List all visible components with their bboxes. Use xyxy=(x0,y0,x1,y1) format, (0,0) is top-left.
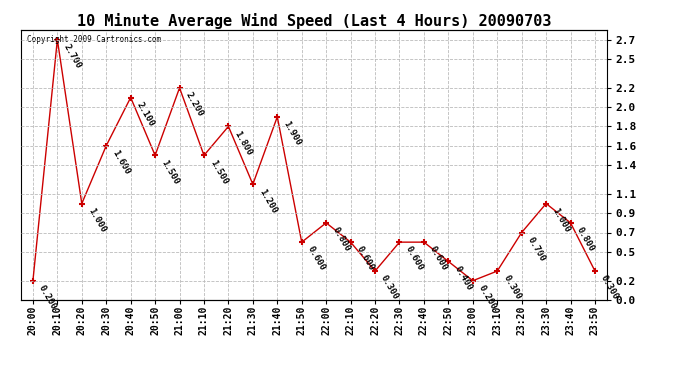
Text: 1.000: 1.000 xyxy=(550,206,571,234)
Text: 0.400: 0.400 xyxy=(453,264,474,292)
Text: 0.300: 0.300 xyxy=(380,274,400,302)
Text: 2.200: 2.200 xyxy=(184,91,205,118)
Text: 0.800: 0.800 xyxy=(575,226,596,254)
Text: 2.700: 2.700 xyxy=(61,42,83,70)
Text: 0.300: 0.300 xyxy=(502,274,522,302)
Text: 0.600: 0.600 xyxy=(306,245,327,273)
Text: 2.100: 2.100 xyxy=(135,100,156,128)
Text: 1.600: 1.600 xyxy=(110,148,132,176)
Text: 0.800: 0.800 xyxy=(331,226,352,254)
Title: 10 Minute Average Wind Speed (Last 4 Hours) 20090703: 10 Minute Average Wind Speed (Last 4 Hou… xyxy=(77,13,551,29)
Text: 0.700: 0.700 xyxy=(526,235,547,263)
Text: 1.000: 1.000 xyxy=(86,206,107,234)
Text: 0.600: 0.600 xyxy=(428,245,449,273)
Text: 0.200: 0.200 xyxy=(37,284,59,311)
Text: 0.200: 0.200 xyxy=(477,284,498,311)
Text: 1.900: 1.900 xyxy=(282,120,303,147)
Text: 0.600: 0.600 xyxy=(404,245,425,273)
Text: 1.500: 1.500 xyxy=(159,158,181,186)
Text: 1.800: 1.800 xyxy=(233,129,254,157)
Text: 0.600: 0.600 xyxy=(355,245,376,273)
Text: Copyright 2009 Cartronics.com: Copyright 2009 Cartronics.com xyxy=(26,35,161,44)
Text: 0.300: 0.300 xyxy=(599,274,620,302)
Text: 1.200: 1.200 xyxy=(257,187,278,215)
Text: 1.500: 1.500 xyxy=(208,158,229,186)
